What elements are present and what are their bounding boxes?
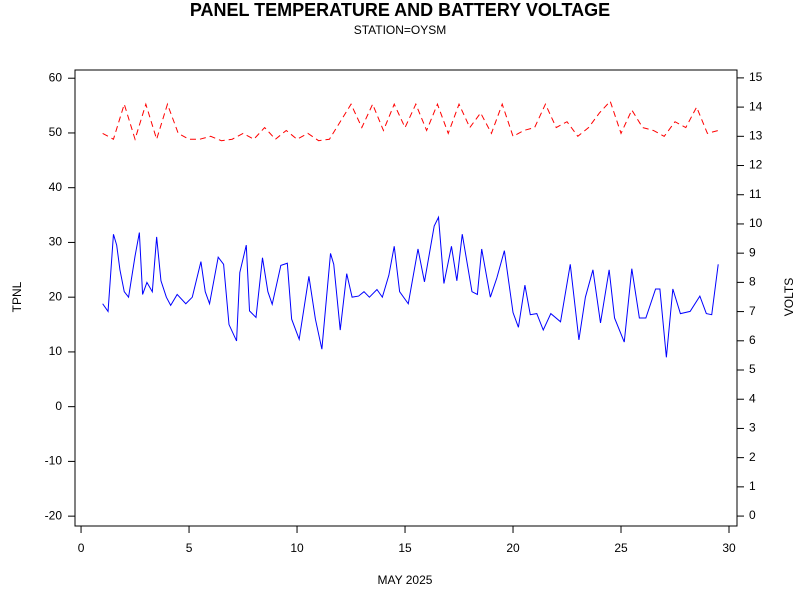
y2-tick-label: 3 (749, 421, 756, 435)
x-tick-label: 25 (614, 541, 628, 555)
y-tick-label: -20 (45, 508, 63, 522)
data-line (102, 215, 719, 358)
y-tick-label: -10 (45, 454, 63, 468)
x-tick-label: 10 (290, 541, 304, 555)
x-axis-label: MAY 2025 (378, 573, 433, 587)
y2-tick-label: 0 (749, 508, 756, 522)
x-tick-label: 0 (78, 541, 85, 555)
data-line (102, 100, 719, 142)
x-tick-label: 30 (722, 541, 736, 555)
y-tick-label: 20 (49, 289, 63, 303)
y-tick-label: 0 (55, 399, 62, 413)
chart-title: PANEL TEMPERATURE AND BATTERY VOLTAGE (190, 0, 610, 20)
y2-tick-label: 11 (749, 187, 762, 201)
y-tick-label: 40 (49, 180, 63, 194)
y2-tick-label: 2 (749, 450, 756, 464)
y2-tick-label: 1 (749, 479, 756, 493)
y2-axis-label: VOLTS (782, 278, 796, 316)
y2-tick-label: 10 (749, 216, 763, 230)
chart-subtitle: STATION=OYSM (354, 23, 447, 37)
plot-frame (74, 69, 738, 527)
y-tick-label: 30 (49, 235, 63, 249)
y-tick-label: 50 (49, 125, 63, 139)
y2-tick-label: 5 (749, 362, 756, 376)
x-tick-label: 5 (186, 541, 193, 555)
y2-tick-label: 8 (749, 275, 756, 289)
y2-tick-label: 4 (749, 391, 756, 405)
y2-tick-label: 14 (749, 99, 763, 113)
x-tick-label: 15 (398, 541, 412, 555)
y2-tick-label: 15 (749, 70, 763, 84)
y2-tick-label: 12 (749, 158, 763, 172)
y2-tick-label: 7 (749, 304, 756, 318)
y2-tick-label: 9 (749, 245, 756, 259)
y-tick-label: 10 (49, 344, 63, 358)
y-axis-label: TPNL (10, 281, 24, 312)
x-tick-label: 20 (506, 541, 520, 555)
y2-tick-label: 13 (749, 128, 763, 142)
y-tick-label: 60 (49, 70, 63, 84)
y2-tick-label: 6 (749, 333, 756, 347)
